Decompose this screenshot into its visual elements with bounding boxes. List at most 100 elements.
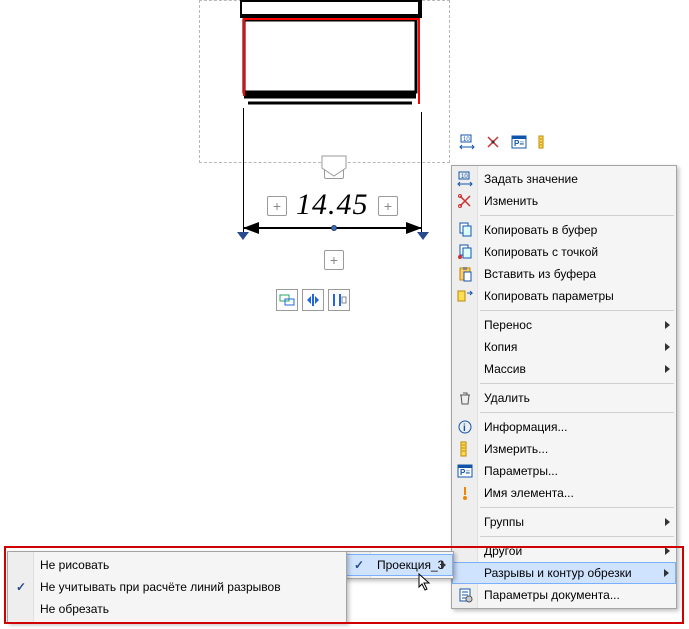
arrow-handle-right[interactable] bbox=[417, 232, 429, 240]
context-menu: 10 Задать значение Изменить Копировать в бу… bbox=[451, 165, 677, 609]
chevron-right-icon bbox=[665, 547, 670, 555]
menu-label: Параметры документа... bbox=[484, 588, 620, 602]
menu-label: Параметры... bbox=[484, 464, 558, 478]
menu-item[interactable]: Копировать с точкой bbox=[452, 241, 676, 263]
menu-label: Изменить bbox=[484, 194, 538, 208]
check-slot bbox=[12, 556, 30, 574]
witness-line-right bbox=[421, 112, 422, 233]
blank bbox=[456, 513, 474, 531]
info-icon: i bbox=[456, 418, 474, 436]
menu-item[interactable]: Удалить bbox=[452, 387, 676, 409]
part-drawing bbox=[240, 0, 440, 110]
svg-text:i: i bbox=[463, 423, 466, 434]
scissors-icon bbox=[456, 192, 474, 210]
tb-edit[interactable] bbox=[481, 130, 505, 154]
dim-tool-3[interactable] bbox=[328, 289, 350, 311]
menu-item[interactable]: Копия bbox=[452, 336, 676, 358]
menu-item[interactable]: Измерить... bbox=[452, 438, 676, 460]
selection-edge-left bbox=[243, 18, 245, 96]
handle-plus[interactable]: + bbox=[324, 250, 344, 270]
check-slot: ✓ bbox=[12, 578, 30, 596]
submenu-item-projection[interactable]: ✓ Проекция_3 bbox=[345, 554, 453, 576]
name-icon bbox=[456, 484, 474, 502]
menu-label: Измерить... bbox=[484, 442, 548, 456]
dimension-value[interactable]: 14.45 bbox=[296, 188, 369, 222]
witness-line-left bbox=[243, 108, 244, 233]
drawing-canvas: 14.45 + + + + 10 P≡ 10Задать значение bbox=[0, 0, 689, 629]
menu-label: Не обрезать bbox=[40, 602, 109, 616]
shield-handle[interactable] bbox=[320, 154, 348, 178]
arrow-handle-left[interactable] bbox=[237, 232, 249, 240]
menu-item[interactable]: i Информация... bbox=[452, 416, 676, 438]
ruler-icon bbox=[456, 440, 474, 458]
chevron-right-icon bbox=[665, 343, 670, 351]
menu-item[interactable]: Разрывы и контур обрезки bbox=[452, 562, 676, 584]
menu-label: Имя элемента... bbox=[484, 486, 574, 500]
menu-item[interactable]: Имя элемента... bbox=[452, 482, 676, 504]
menu-label: Информация... bbox=[484, 420, 567, 434]
menu-item[interactable]: Копировать параметры bbox=[452, 285, 676, 307]
menu-label: Копировать параметры bbox=[484, 289, 614, 303]
menu-label: Группы bbox=[484, 515, 524, 529]
submenu-item[interactable]: ✓ Не учитывать при расчёте линий разрывов bbox=[8, 576, 346, 598]
paste-icon bbox=[456, 265, 474, 283]
menu-item[interactable]: Изменить bbox=[452, 190, 676, 212]
floating-toolbar: 10 P≡ bbox=[453, 128, 559, 156]
menu-item[interactable]: Другой bbox=[452, 540, 676, 562]
chevron-right-icon bbox=[665, 365, 670, 373]
blank bbox=[457, 564, 475, 582]
chevron-right-icon bbox=[665, 321, 670, 329]
dim-tool-2[interactable] bbox=[302, 289, 324, 311]
menu-label: Копировать в буфер bbox=[484, 223, 597, 237]
copy-icon bbox=[456, 221, 474, 239]
svg-text:P≡: P≡ bbox=[460, 468, 470, 477]
copy-point-icon bbox=[456, 243, 474, 261]
svg-text:10: 10 bbox=[463, 137, 470, 143]
menu-label: Массив bbox=[484, 362, 526, 376]
menu-item[interactable]: P≡ Параметры... bbox=[452, 460, 676, 482]
properties-icon: P≡ bbox=[456, 462, 474, 480]
menu-label: Проекция_3 bbox=[377, 558, 444, 572]
submenu-item[interactable]: Не рисовать bbox=[8, 554, 346, 576]
blank bbox=[456, 360, 474, 378]
doc-params-icon bbox=[456, 586, 474, 604]
submenu-breaks: Не рисовать ✓ Не учитывать при расчёте лин… bbox=[7, 551, 347, 623]
menu-label: Не рисовать bbox=[40, 558, 109, 572]
blank bbox=[456, 542, 474, 560]
chevron-right-icon bbox=[665, 518, 670, 526]
copy-params-icon bbox=[456, 287, 474, 305]
menu-label: Копия bbox=[484, 340, 517, 354]
svg-text:P≡: P≡ bbox=[514, 139, 524, 148]
check-slot bbox=[12, 600, 30, 618]
dim-tool-1[interactable] bbox=[276, 289, 298, 311]
menu-label: Перенос bbox=[484, 318, 532, 332]
blank bbox=[456, 338, 474, 356]
mouse-cursor bbox=[418, 573, 432, 591]
handle-plus[interactable]: + bbox=[378, 196, 398, 216]
menu-label: Другой bbox=[484, 544, 522, 558]
menu-item[interactable]: Перенос bbox=[452, 314, 676, 336]
menu-label: Не учитывать при расчёте линий разрывов bbox=[40, 580, 281, 594]
submenu-projection: ✓ Проекция_3 bbox=[344, 551, 454, 579]
menu-item[interactable]: Параметры документа... bbox=[452, 584, 676, 606]
menu-item[interactable]: Массив bbox=[452, 358, 676, 380]
svg-text:10: 10 bbox=[461, 174, 468, 180]
selection-edge-top bbox=[243, 18, 419, 20]
menu-item[interactable]: 10 Задать значение bbox=[452, 168, 676, 190]
menu-item[interactable]: Вставить из буфера bbox=[452, 263, 676, 285]
menu-label: Копировать с точкой bbox=[484, 245, 598, 259]
submenu-item[interactable]: Не обрезать bbox=[8, 598, 346, 620]
tb-properties[interactable]: P≡ bbox=[507, 130, 531, 154]
tb-measure[interactable] bbox=[533, 130, 557, 154]
menu-item[interactable]: Копировать в буфер bbox=[452, 219, 676, 241]
menu-label: Разрывы и контур обрезки bbox=[484, 566, 632, 580]
set-value-icon: 10 bbox=[456, 170, 474, 188]
selection-edge-right bbox=[418, 18, 420, 104]
menu-label: Задать значение bbox=[484, 172, 578, 186]
tb-set-value[interactable]: 10 bbox=[455, 130, 479, 154]
dimension-midpoint-handle[interactable] bbox=[331, 225, 337, 231]
menu-item[interactable]: Группы bbox=[452, 511, 676, 533]
handle-plus[interactable]: + bbox=[267, 196, 287, 216]
chevron-right-icon bbox=[664, 569, 669, 577]
blank bbox=[456, 316, 474, 334]
